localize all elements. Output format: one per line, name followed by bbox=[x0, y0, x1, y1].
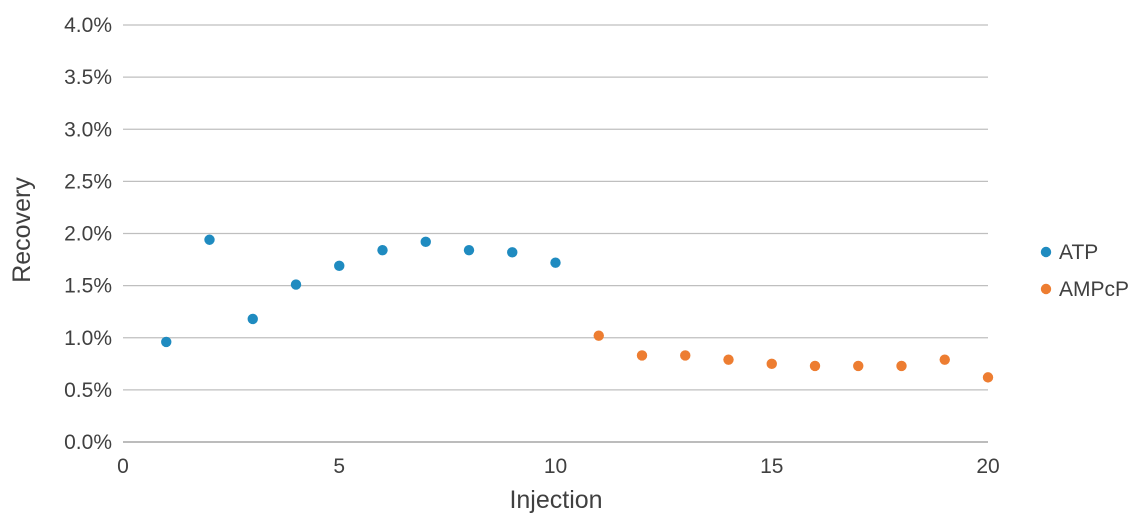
x-tick-label: 15 bbox=[760, 455, 783, 478]
atp-point bbox=[161, 336, 172, 348]
ampcp-point bbox=[853, 360, 864, 372]
y-tick-label: 3.0% bbox=[64, 118, 112, 141]
atp-point bbox=[334, 260, 345, 272]
data-points bbox=[161, 234, 994, 383]
y-tick-label: 3.5% bbox=[64, 66, 112, 89]
ampcp-point bbox=[723, 354, 734, 365]
y-tick-label: 4.0% bbox=[64, 14, 112, 37]
atp-point bbox=[290, 279, 302, 290]
ampcp-point bbox=[680, 350, 691, 361]
legend-marker-ampcp bbox=[1040, 283, 1052, 295]
gridlines bbox=[123, 24, 988, 391]
x-tick-label: 5 bbox=[333, 455, 345, 478]
atp-point bbox=[507, 247, 518, 258]
x-tick-label: 20 bbox=[976, 455, 999, 478]
legend-label-ampcp: AMPcP bbox=[1059, 278, 1129, 301]
legend-marker-atp bbox=[1040, 246, 1052, 258]
atp-point bbox=[247, 313, 258, 325]
y-tick-label: 2.0% bbox=[64, 223, 112, 246]
y-tick-label: 1.5% bbox=[64, 275, 112, 298]
x-tick-label: 0 bbox=[117, 455, 129, 478]
y-tick-labels: 0.0% 0.5% 1.0% 1.5% 2.0% 2.5% 3.0% 3.5% 4.0% bbox=[64, 14, 112, 454]
x-tick-label: 10 bbox=[544, 455, 567, 478]
ampcp-point bbox=[896, 360, 907, 372]
y-axis-title: Recovery bbox=[8, 177, 36, 283]
legend: ATP AMPcP bbox=[1040, 241, 1129, 301]
ampcp-point bbox=[939, 354, 950, 365]
ampcp-point bbox=[809, 360, 821, 372]
ampcp-point bbox=[982, 372, 994, 383]
y-tick-label: 2.5% bbox=[64, 170, 112, 193]
ampcp-point bbox=[766, 358, 777, 370]
x-tick-labels: 0 5 10 15 20 bbox=[117, 455, 1000, 478]
atp-point bbox=[463, 244, 475, 256]
atp-point bbox=[550, 257, 561, 268]
x-axis-title: Injection bbox=[509, 486, 602, 514]
legend-label-atp: ATP bbox=[1059, 241, 1098, 264]
ampcp-point bbox=[593, 330, 604, 341]
atp-point bbox=[204, 234, 215, 245]
y-tick-label: 0.5% bbox=[64, 379, 112, 402]
atp-point bbox=[377, 244, 388, 256]
atp-point bbox=[420, 236, 431, 248]
y-tick-label: 0.0% bbox=[64, 431, 112, 454]
ampcp-point bbox=[636, 350, 648, 361]
y-tick-label: 1.0% bbox=[64, 327, 112, 350]
